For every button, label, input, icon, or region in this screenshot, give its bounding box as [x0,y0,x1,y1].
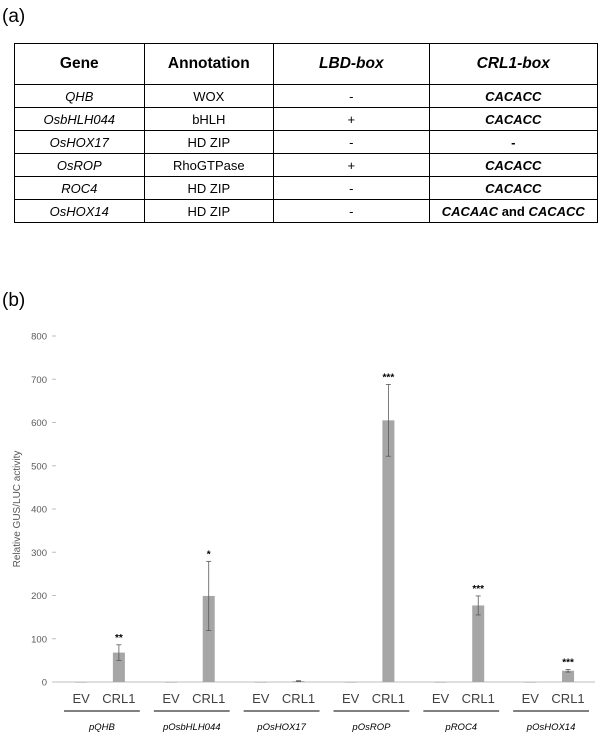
crl1-motif-text: CACACC [485,111,542,127]
table-header-row: Gene Annotation LBD-box CRL1-box [14,43,599,85]
crl1-motif-text: CACACC [485,157,542,173]
gene-cell: OsHOX17 [14,130,145,154]
x-tick-label: CRL1 [102,691,135,706]
header-annotation: Annotation [143,43,275,85]
bar [202,595,215,682]
x-tick-label: EV [72,691,90,706]
gus-luc-bar-chart: 0 100 200 300 400 500 600 700 800 Relative GUS/LU… [12,332,595,733]
table-row: OsHOX17 HD ZIP - - [14,130,599,154]
gene-cell: OsROP [14,153,145,177]
table-row: OsROP RhoGTPase + CACACC [14,153,599,177]
lbd-box-cell: - [273,176,430,200]
bar [524,682,537,683]
annotation-cell: WOX [143,84,275,108]
group-label: pROC4 [444,722,477,733]
y-axis-label: Relative GUS/LUC activity [12,451,23,568]
lbd-box-cell: - [273,199,430,223]
x-tick-label: EV [522,691,540,706]
header-crl1-box: CRL1-box [428,43,599,85]
crl1-motif-text: CACACC [528,203,585,219]
crl1-box-cell: CACACC [428,84,599,108]
x-tick-label: CRL1 [192,691,225,706]
gene-table-body: QHB WOX - CACACC OsbHLH044 bHLH + CACACC OsHOX17… [14,84,599,223]
group-label: pOsHOX17 [256,722,306,733]
bar [562,670,575,682]
bar [164,682,177,683]
bar [112,652,125,682]
group-label: pQHB [88,722,116,733]
y-tick-label: 300 [31,548,47,559]
crl1-box-cell: CACACC [428,107,599,131]
group-label: pOsHOX14 [526,722,576,733]
x-tick-label: EV [432,691,450,706]
gene-cell: QHB [14,84,145,108]
significance-label: * [207,549,211,560]
significance-label: *** [562,657,574,668]
annotation-cell: HD ZIP [143,199,275,223]
annotation-cell: HD ZIP [143,130,275,154]
y-tick-label: 400 [31,505,47,516]
x-tick-label: CRL1 [372,691,405,706]
bar [75,682,88,683]
lbd-box-cell: - [273,130,430,154]
crl1-box-cell: CACACC [428,153,599,177]
gene-cell: ROC4 [14,176,145,200]
lbd-box-cell: + [273,153,430,177]
crl1-motif-text: CACAAC [441,203,499,219]
crl1-motif-text: and [498,203,529,219]
y-tick-label: 800 [31,332,47,343]
x-tick-label: CRL1 [462,691,495,706]
crl1-box-cell: CACACC [428,176,599,200]
bar [254,682,267,683]
group-label: pOsbHLH044 [162,722,221,733]
y-tick-label: 500 [31,461,47,472]
gene-cell: OsHOX14 [14,199,145,223]
x-tick-label: CRL1 [551,691,584,706]
significance-label: ** [115,633,123,644]
significance-label: *** [383,372,395,383]
group-label: pOsROP [351,722,391,733]
table-row: ROC4 HD ZIP - CACACC [14,176,599,200]
bar [344,682,357,683]
panel-b-label: (b) [2,290,26,311]
annotation-cell: HD ZIP [143,176,275,200]
annotation-cell: bHLH [143,107,275,131]
gene-table: Gene Annotation LBD-box CRL1-box QHB WOX -… [14,43,599,223]
annotation-cell: RhoGTPase [143,153,275,177]
x-tick-label: EV [162,691,180,706]
x-tick-label: EV [252,691,270,706]
table-row: OsHOX14 HD ZIP - CACAAC and CACACC [14,199,599,223]
y-tick-label: 0 [42,678,47,689]
crl1-motif-text: - [511,134,516,150]
significance-label: *** [472,584,484,595]
crl1-motif-text: CACACC [485,88,542,104]
bar [472,605,485,682]
y-tick-label: 100 [31,634,47,645]
table-row: OsbHLH044 bHLH + CACACC [14,107,599,131]
lbd-box-cell: - [273,84,430,108]
x-tick-label: EV [342,691,360,706]
crl1-box-cell: CACAAC and CACACC [428,199,599,223]
crl1-motif-text: CACACC [485,180,542,196]
bar [434,682,447,683]
y-tick-label: 600 [31,418,47,429]
header-lbd-box: LBD-box [273,43,430,85]
y-tick-label: 700 [31,375,47,386]
panel-a-label: (a) [2,6,26,27]
gene-cell: OsbHLH044 [14,107,145,131]
lbd-box-cell: + [273,107,430,131]
crl1-box-cell: - [428,130,599,154]
table-row: QHB WOX - CACACC [14,84,599,108]
bar [382,420,395,682]
x-tick-label: CRL1 [282,691,315,706]
header-gene: Gene [14,43,145,85]
y-tick-label: 200 [31,591,47,602]
